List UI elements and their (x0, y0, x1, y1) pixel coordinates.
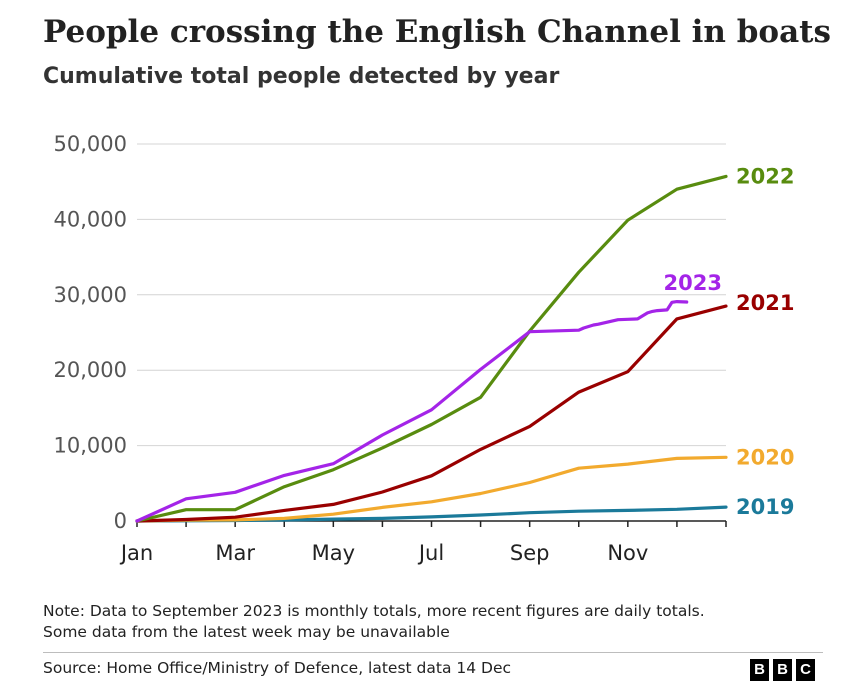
y-tick-label: 0 (114, 509, 127, 533)
series-line-2020 (135, 455, 728, 523)
y-tick-label: 10,000 (54, 434, 127, 458)
y-tick-label: 30,000 (54, 283, 127, 307)
series-lines (135, 174, 728, 523)
y-tick-label: 20,000 (54, 358, 127, 382)
x-tick-label: Nov (607, 541, 648, 565)
x-tick-label: Sep (510, 541, 550, 565)
x-axis: Jan Mar May Jul Sep Nov (119, 520, 727, 565)
bbc-logo: B B C (750, 659, 815, 681)
series-line-2023 (135, 300, 689, 523)
series-labels: 2019 2020 2021 2022 2023 (664, 164, 795, 519)
x-tick-label: May (312, 541, 355, 565)
x-tick-label: Jan (119, 541, 153, 565)
bbc-logo-letter: B (750, 659, 769, 681)
series-label-2022: 2022 (736, 164, 794, 188)
y-axis-ticks: 0 10,000 20,000 30,000 40,000 50,000 (54, 132, 127, 533)
chart-subtitle: Cumulative total people detected by year (43, 64, 560, 89)
chart-title: People crossing the English Channel in b… (43, 14, 831, 50)
x-tick-label: Mar (215, 541, 255, 565)
note-line-2: Some data from the latest week may be un… (43, 623, 450, 641)
line-chart: 0 10,000 20,000 30,000 40,000 50,000 Jan Mar Ma… (54, 132, 795, 565)
gridlines (137, 143, 726, 447)
series-label-2023: 2023 (664, 271, 722, 295)
series-label-2020: 2020 (736, 445, 794, 469)
y-tick-label: 40,000 (54, 207, 127, 231)
chart-note: Note: Data to September 2023 is monthly … (43, 601, 843, 643)
note-line-1: Note: Data to September 2023 is monthly … (43, 602, 705, 620)
series-line-2021 (135, 304, 728, 523)
footer-divider (43, 652, 823, 653)
bbc-logo-letter: B (773, 659, 792, 681)
x-tick-label: Jul (417, 541, 444, 565)
y-tick-label: 50,000 (54, 132, 127, 156)
series-label-2019: 2019 (736, 495, 794, 519)
bbc-logo-letter: C (796, 659, 815, 681)
source-text: Source: Home Office/Ministry of Defence,… (43, 659, 512, 677)
series-line-2022 (135, 174, 728, 523)
series-label-2021: 2021 (736, 291, 794, 315)
